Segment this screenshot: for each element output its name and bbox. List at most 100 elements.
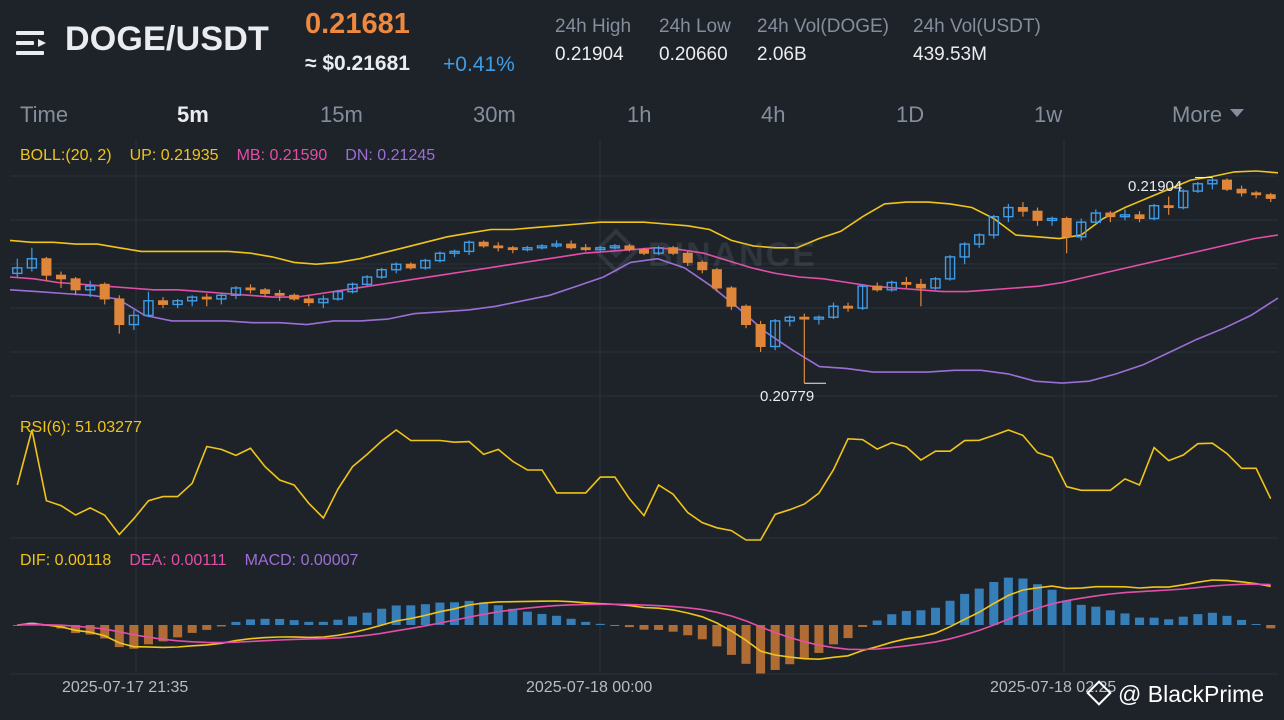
candle-body [595,247,606,251]
interval-tabs: Time 5m 15m 30m 1h 4h 1D 1w More [0,96,1284,136]
stat-value: 439.53M [913,44,987,65]
candle-body [1061,218,1072,238]
tab-1h[interactable]: 1h [627,102,652,127]
candle-body [653,247,664,254]
candle-body [478,241,489,247]
time-label: 2025-07-18 02:25 [990,679,1117,696]
tab-1w[interactable]: 1w [1034,102,1063,127]
candle-body [813,316,825,320]
time-label: 2025-07-17 21:35 [62,679,189,696]
macd-bar [347,616,358,625]
candle-body [201,296,212,300]
candle-body [668,247,679,254]
macd-bar [974,588,984,625]
stat-value: 2.06B [757,44,807,65]
macd-bar [493,605,503,625]
stat-label: 24h Vol(DOGE) [757,16,889,37]
candle-body [697,261,708,271]
macd-bar [814,625,824,653]
macd-bar [566,618,576,625]
tab-15m[interactable]: 15m [320,102,363,127]
trading-pair[interactable]: DOGE/USDT [65,20,269,58]
kline-chart[interactable] [0,140,1284,680]
candle-body [332,290,344,300]
candle-body [522,247,533,251]
candle-body [493,245,504,249]
macd-bar [202,625,212,630]
candle-body [1076,221,1087,238]
candle-body [828,305,839,318]
stat-value: 0.20660 [659,44,728,65]
macd-bar [1178,616,1188,625]
candle-body [566,243,577,249]
candle-body [1017,207,1028,212]
macd-legend: DIF: 0.00118 DEA: 0.00111 MACD: 0.00007 [20,552,376,570]
candle-body [741,305,752,326]
candle-body [260,289,271,294]
macd-bar [362,612,372,625]
candle-body [376,269,387,278]
candle-body [638,249,650,254]
menu-icon[interactable] [16,30,50,56]
candle-body [274,292,285,296]
macd-bar [245,619,256,625]
candle-body [1207,179,1218,185]
price-change: +0.41% [443,53,515,76]
binance-square-icon [1086,680,1112,706]
macd-bar [1018,578,1028,625]
boll-label: BOLL:(20, 2) [20,147,112,164]
macd-bar [610,625,620,626]
macd-bar [930,607,941,625]
rsi-label: RSI(6): 51.03277 [20,419,142,436]
tab-5m[interactable]: 5m [177,102,209,127]
macd-bar [1003,577,1013,625]
tab-time[interactable]: Time [20,102,69,127]
macd-bar [289,620,299,625]
macd-bar [552,615,562,625]
stat-24h-low: 24h Low 0.20660 [659,16,731,66]
candle-body [1090,212,1102,223]
macd-bar [683,625,693,636]
tab-4h[interactable]: 4h [761,102,786,127]
boll-lines [9,170,1279,384]
candle-body [216,294,227,300]
macd-bar [741,625,751,664]
candle-body [551,243,562,247]
candle-body [84,285,96,291]
stat-24h-high: 24h High 0.21904 [555,16,631,66]
tab-more-label: More [1172,102,1223,127]
candle-body [974,234,985,245]
macd-bar [712,625,722,647]
macd-bar [187,625,197,633]
macd-bar [785,625,795,665]
rsi-legend: RSI(6): 51.03277 [20,419,160,437]
boll-dn: DN: 0.21245 [345,147,436,164]
tab-30m[interactable]: 30m [473,102,516,127]
macd-bar [143,625,153,645]
macd-bar [377,608,387,625]
candle-body [930,278,941,289]
tab-more[interactable]: More [1172,102,1245,128]
candle-body [624,245,635,251]
macd-bar [639,625,649,630]
macd-bar [391,605,401,625]
macd-bar [12,625,22,626]
candle-body [711,269,722,289]
candle-body [1178,190,1189,209]
macd-bar [216,625,226,627]
macd-bar [1193,614,1203,625]
candle-body [55,274,67,280]
candle-body [1265,194,1276,199]
candle-body [128,314,140,326]
macd-bar [537,613,547,625]
candle-body [405,263,416,269]
candle-body [580,247,591,251]
boll-dn-line [9,257,1279,384]
boll-mb: MB: 0.21590 [236,147,328,164]
candle-body [959,243,970,258]
macd-bar [1164,619,1174,625]
candle-body [682,252,693,263]
candle-body [726,287,737,307]
tab-1d[interactable]: 1D [896,102,925,127]
macd-bar [858,625,868,628]
